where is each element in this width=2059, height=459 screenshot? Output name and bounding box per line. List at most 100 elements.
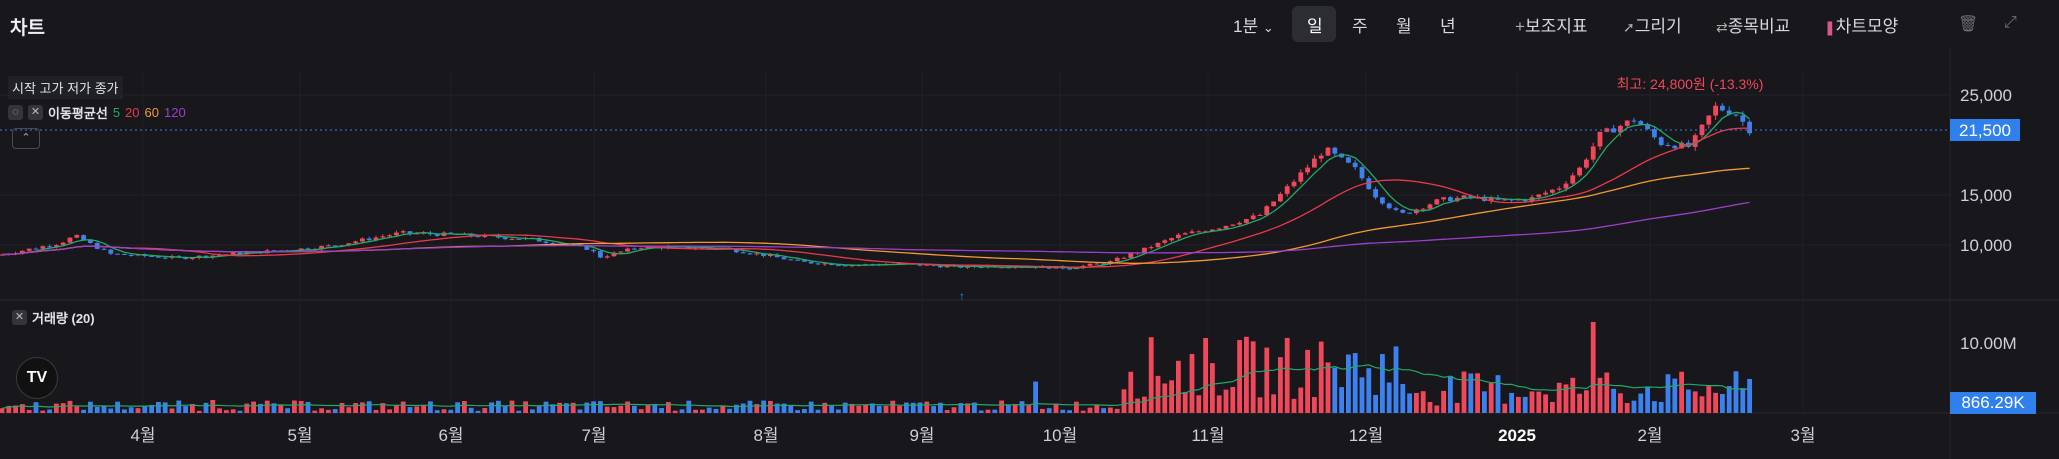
compare-button[interactable]: ⇄종목비교: [1716, 12, 1790, 37]
candle: [230, 252, 236, 255]
volume-bar: [1393, 346, 1399, 413]
candle: [1216, 228, 1222, 230]
volume-bar: [1420, 391, 1426, 413]
trash-icon[interactable]: 🗑: [1958, 16, 1979, 33]
candle: [1189, 231, 1195, 234]
volume-bar: [353, 403, 358, 413]
candle: [1067, 268, 1072, 270]
volume-bar: [1380, 354, 1385, 413]
volume-bar: [768, 400, 773, 413]
candle: [788, 259, 794, 261]
volume-bar: [1108, 407, 1113, 413]
x-tick-label: 3월: [1790, 426, 1815, 445]
volume-bar: [1448, 375, 1453, 413]
candle: [754, 253, 760, 255]
candle: [938, 265, 943, 268]
volume-tick-label: 10.00M: [1960, 334, 2017, 353]
volume-bar: [740, 403, 746, 413]
candle: [1720, 105, 1725, 111]
indicator-button[interactable]: +보조지표: [1515, 12, 1588, 37]
candle: [1380, 197, 1385, 204]
candle: [1590, 146, 1596, 160]
volume-bar: [1672, 378, 1678, 413]
volume-bar: [1067, 410, 1072, 413]
volume-bar: [237, 410, 243, 413]
candle: [387, 235, 392, 237]
volume-bar: [468, 407, 474, 413]
eye-off-icon[interactable]: ◌: [8, 105, 23, 120]
chart-style-button[interactable]: ❚차트모양: [1824, 12, 1898, 37]
interval-dropdown[interactable]: 1분 ⌄: [1233, 12, 1274, 37]
candle: [482, 234, 488, 238]
volume-bar: [1631, 400, 1637, 413]
volume-bar: [115, 401, 120, 413]
volume-bar: [509, 400, 515, 413]
volume-bar: [904, 402, 909, 413]
volume-bar: [169, 408, 175, 413]
volume-bar: [1604, 372, 1610, 413]
volume-bar: [543, 401, 549, 413]
volume-bar: [1352, 353, 1358, 413]
collapse-legend-button[interactable]: ⌃: [12, 128, 40, 149]
candle: [1577, 167, 1582, 176]
volume-bar: [33, 402, 39, 413]
volume-bar: [54, 403, 59, 413]
chevron-down-icon: ⌄: [1262, 20, 1274, 35]
volume-bar: [856, 405, 862, 413]
tab-week[interactable]: 주: [1352, 17, 1368, 36]
x-tick-label: 12월: [1349, 426, 1384, 445]
tradingview-logo[interactable]: TV: [16, 357, 58, 399]
volume-bar: [1080, 410, 1086, 413]
candle: [1312, 158, 1317, 168]
candle: [822, 263, 828, 265]
expand-icon[interactable]: ⤢: [2004, 14, 2017, 31]
candle: [1434, 199, 1440, 205]
volume-bar: [951, 407, 957, 413]
volume-bar: [924, 401, 930, 413]
candle: [128, 254, 134, 256]
candle: [1339, 153, 1344, 158]
volume-bar: [1046, 408, 1052, 413]
candle: [1645, 124, 1650, 130]
volume-bar: [60, 403, 66, 413]
close-icon[interactable]: ✕: [12, 310, 27, 325]
volume-bar: [1522, 396, 1528, 413]
candle: [1237, 222, 1242, 225]
candle: [203, 255, 209, 258]
indicator-label: 보조지표: [1524, 17, 1588, 36]
volume-bar: [965, 403, 970, 413]
tab-day[interactable]: 일: [1307, 17, 1323, 36]
volume-bar: [938, 402, 943, 413]
volume-bar: [822, 402, 828, 413]
volume-bar: [1488, 383, 1494, 413]
candle: [740, 252, 746, 254]
tab-month[interactable]: 월: [1396, 17, 1412, 36]
volume-bar: [40, 410, 46, 413]
volume-bar: [74, 406, 80, 413]
candle: [638, 248, 644, 250]
candle: [1318, 155, 1324, 159]
volume-bar: [380, 403, 386, 413]
volume-bar: [1087, 407, 1093, 413]
volume-bar: [1638, 393, 1644, 413]
candle: [1570, 175, 1576, 184]
tab-year[interactable]: 년: [1440, 17, 1456, 36]
volume-bar: [149, 404, 154, 413]
volume-bar: [1230, 386, 1236, 413]
volume-bar: [176, 400, 182, 413]
interval-label: 1분: [1233, 17, 1259, 36]
volume-bar: [162, 402, 168, 413]
volume-bar: [836, 409, 841, 413]
candle: [604, 256, 610, 258]
candle: [394, 232, 399, 236]
candle: [237, 252, 243, 255]
candle: [54, 245, 59, 247]
volume-bar: [557, 402, 562, 413]
close-icon[interactable]: ✕: [28, 105, 43, 120]
candle: [1624, 120, 1630, 126]
volume-bar: [108, 408, 114, 413]
volume-bar: [632, 405, 637, 413]
candle: [509, 238, 515, 240]
drawing-button[interactable]: ➚그리기: [1623, 12, 1682, 37]
